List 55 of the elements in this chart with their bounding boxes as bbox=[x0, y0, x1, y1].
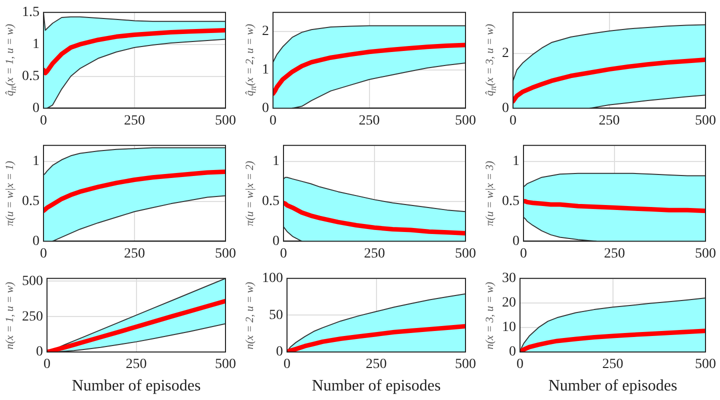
x-tick-label: 250 bbox=[126, 357, 147, 372]
x-tick-label: 250 bbox=[358, 113, 380, 128]
y-axis-title: π(u = w|x = 1) bbox=[4, 160, 16, 226]
y-tick-label: 1 bbox=[272, 154, 280, 170]
y-tick-label: 0.5 bbox=[262, 194, 280, 209]
y-tick-label: 0.5 bbox=[22, 194, 40, 209]
x-tick-label: 500 bbox=[215, 357, 236, 372]
y-axis-title: π(u = w|x = 3) bbox=[484, 160, 496, 226]
y-tick-label: 0 bbox=[512, 234, 520, 249]
x-tick-label: 500 bbox=[695, 246, 716, 262]
x-tick-label: 250 bbox=[604, 246, 625, 262]
x-tick-label: 500 bbox=[695, 113, 716, 128]
x-tick-label: 500 bbox=[695, 357, 716, 372]
y-tick-label: 1 bbox=[32, 37, 40, 52]
y-axis-title: π(u = w|x = 2) bbox=[244, 160, 256, 226]
x-tick-label: 250 bbox=[364, 246, 385, 262]
y-tick-label: 2 bbox=[262, 24, 269, 40]
y-tick-label: 2 bbox=[502, 46, 509, 62]
y-tick-label: 0 bbox=[276, 344, 283, 360]
y-tick-label: 0 bbox=[502, 100, 509, 116]
y-tick-label: 1 bbox=[262, 62, 269, 78]
y-axis-title: n(x = 2, u = w) bbox=[244, 282, 256, 350]
y-tick-label: 0 bbox=[32, 234, 40, 249]
y-tick-label: 0.5 bbox=[502, 194, 520, 209]
y-axis-title: n(x = 1, u = w) bbox=[4, 282, 16, 350]
x-tick-label: 250 bbox=[598, 113, 620, 128]
y-tick-label: 1 bbox=[32, 154, 40, 170]
y-tick-label: 0 bbox=[272, 234, 280, 249]
y-tick-label: 100 bbox=[262, 271, 283, 286]
x-tick-label: 250 bbox=[124, 246, 145, 262]
y-axis-title: n(x = 3, u = w) bbox=[484, 282, 496, 350]
y-tick-label: 1 bbox=[512, 154, 520, 170]
y-tick-label: 10 bbox=[502, 320, 516, 336]
x-axis-title: Number of episodes bbox=[72, 378, 201, 395]
y-tick-label: 20 bbox=[502, 296, 516, 311]
y-tick-label: 0 bbox=[509, 344, 516, 360]
y-tick-label: 30 bbox=[502, 271, 516, 286]
x-tick-label: 250 bbox=[602, 357, 624, 372]
x-tick-label: 500 bbox=[215, 246, 236, 262]
y-tick-label: 250 bbox=[22, 309, 43, 324]
x-axis-title: Number of episodes bbox=[548, 378, 678, 395]
x-tick-label: 500 bbox=[455, 246, 476, 262]
y-tick-label: 500 bbox=[22, 274, 43, 289]
x-tick-label: 500 bbox=[215, 113, 236, 128]
y-tick-label: 0.5 bbox=[22, 68, 40, 84]
y-tick-label: 50 bbox=[269, 308, 283, 323]
y-tick-label: 0 bbox=[262, 100, 269, 116]
x-tick-label: 500 bbox=[455, 113, 476, 128]
y-tick-label: 0 bbox=[32, 100, 40, 116]
y-tick-label: 0 bbox=[36, 344, 43, 360]
x-tick-label: 250 bbox=[366, 357, 387, 372]
y-tick-label: 1.5 bbox=[22, 5, 40, 20]
x-tick-label: 500 bbox=[455, 357, 476, 372]
x-axis-title: Number of episodes bbox=[312, 378, 441, 395]
x-tick-label: 250 bbox=[124, 113, 145, 128]
